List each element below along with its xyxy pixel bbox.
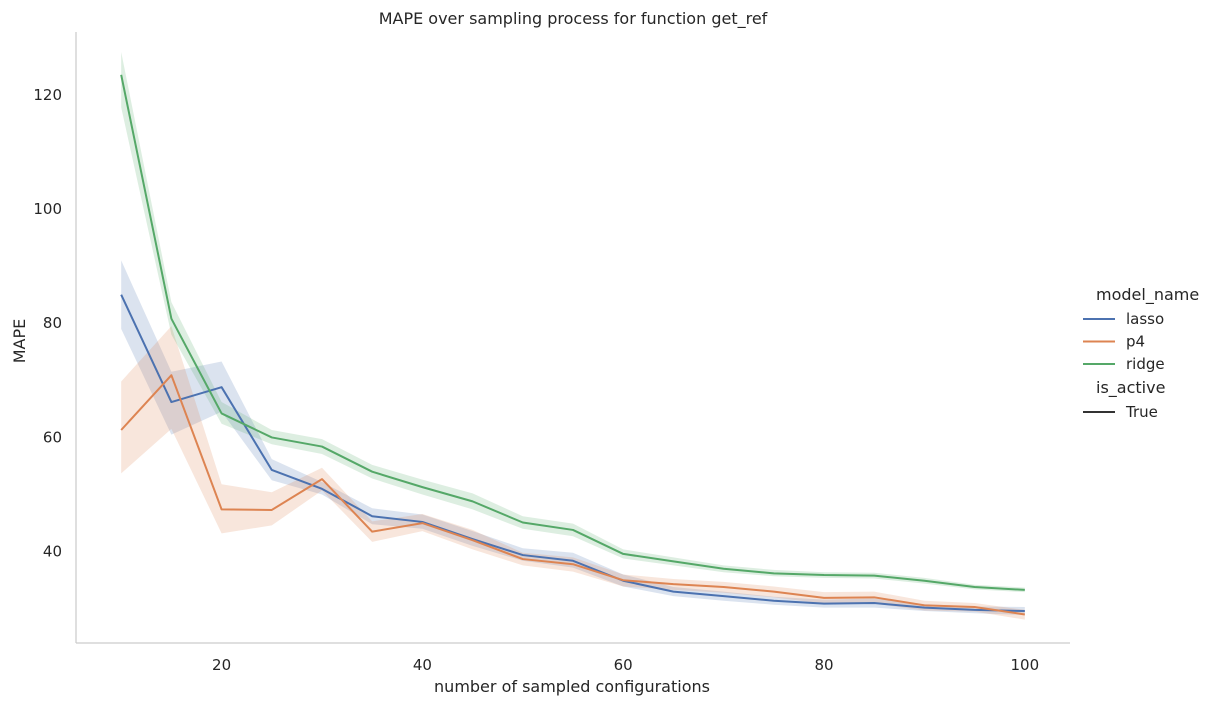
legend-label-ridge: ridge <box>1126 355 1165 373</box>
legend-label-lasso: lasso <box>1126 310 1164 328</box>
y-axis-title: MAPE <box>10 319 29 364</box>
x-tick-label: 60 <box>614 656 633 674</box>
y-tick-label: 60 <box>43 428 62 446</box>
legend-label-style: True <box>1125 403 1158 421</box>
legend-label-p4: p4 <box>1126 333 1145 351</box>
confidence-band-ridge <box>121 51 1025 593</box>
line-lasso <box>120 294 1025 613</box>
x-tick-label: 40 <box>413 656 432 674</box>
y-tick-label: 80 <box>43 314 62 332</box>
legend-style-title: is_active <box>1096 378 1165 398</box>
y-tick-labels: 40 60 80 100 120 <box>33 86 62 561</box>
y-tick-label: 120 <box>33 86 62 104</box>
legend-hue-title: model_name <box>1096 285 1199 305</box>
y-tick-label: 40 <box>43 543 62 561</box>
x-tick-labels: 20 40 60 80 100 <box>212 656 1039 674</box>
line-p4 <box>120 374 1025 616</box>
x-tick-label: 100 <box>1010 656 1039 674</box>
series-lines <box>120 74 1025 616</box>
x-tick-label: 20 <box>212 656 231 674</box>
legend: model_name lasso p4 ridge is_active True <box>1083 285 1199 421</box>
confidence-bands <box>121 51 1025 620</box>
chart-title: MAPE over sampling process for function … <box>379 9 768 29</box>
y-tick-label: 100 <box>33 200 62 218</box>
x-tick-label: 80 <box>814 656 833 674</box>
x-axis-title: number of sampled configurations <box>434 677 710 696</box>
line-ridge <box>120 74 1025 591</box>
